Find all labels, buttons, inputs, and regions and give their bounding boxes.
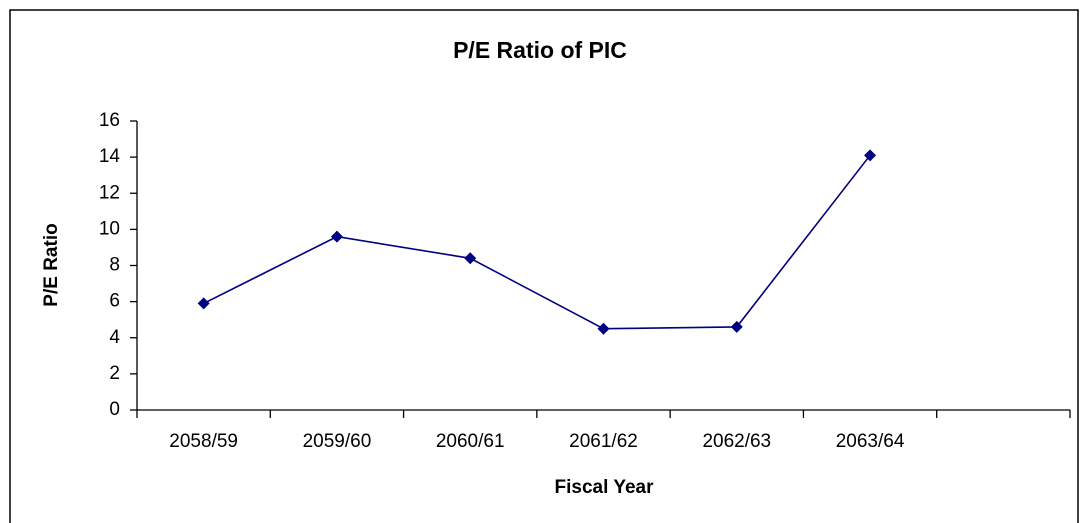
y-tick-label: 12 [99, 182, 120, 203]
chart-border [9, 9, 1079, 523]
marker [597, 322, 610, 335]
y-tick-label: 14 [99, 146, 121, 167]
y-tick-label: 16 [99, 110, 120, 131]
marker [864, 149, 877, 162]
x-tick-label: 2061/62 [569, 431, 638, 452]
y-tick-label: 10 [99, 218, 120, 239]
x-tick-label: 2059/60 [303, 431, 372, 452]
y-tick-label: 8 [109, 255, 120, 276]
marker [730, 320, 743, 333]
y-tick-label: 4 [109, 327, 120, 348]
marker [330, 230, 343, 243]
x-tick-label: 2060/61 [436, 431, 505, 452]
line [203, 154, 871, 330]
y-tick-label: 0 [109, 399, 120, 420]
y-axis-label: P/E Ratio [41, 223, 62, 306]
y-tick-label: 2 [109, 363, 120, 384]
x-tick-label: 2062/63 [702, 431, 771, 452]
chart-title: P/E Ratio of PIC [453, 37, 627, 63]
x-tick-label: 2058/59 [169, 431, 238, 452]
x-tick-label: 2063/64 [836, 431, 905, 452]
marker [197, 297, 210, 310]
y-tick-label: 6 [109, 291, 120, 312]
x-axis-label: Fiscal Year [555, 477, 655, 498]
marker [464, 252, 477, 265]
